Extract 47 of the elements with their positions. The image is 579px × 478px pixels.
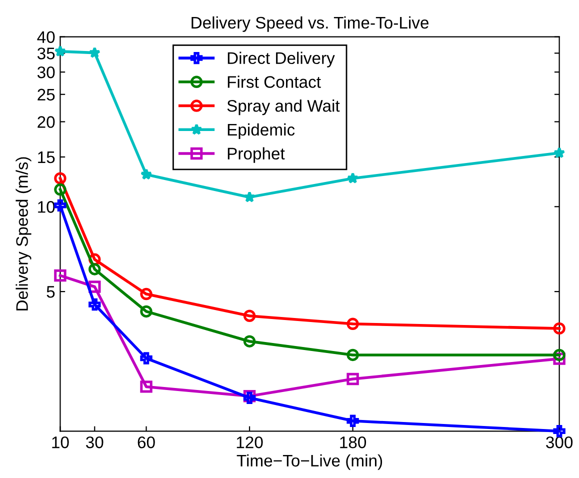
y-tick-label: 5 (46, 286, 55, 298)
point (140, 288, 152, 300)
point (346, 348, 359, 362)
point (346, 372, 359, 386)
point (346, 172, 359, 184)
point (553, 146, 566, 158)
point (140, 352, 152, 364)
point (243, 310, 256, 322)
legend-label: First Contact (228, 76, 321, 88)
y-tick-label: 10 (38, 201, 55, 213)
x-tick-label: 300 (546, 436, 573, 448)
y-tick-label: 25 (38, 88, 55, 101)
point (54, 199, 66, 212)
legend-label: Epidemic (228, 123, 295, 139)
y-tick-label: 35 (37, 48, 55, 60)
x-tick-label: 60 (138, 436, 155, 448)
x-tick-label: 30 (86, 436, 104, 448)
y-tick-label: 30 (37, 66, 55, 78)
point (88, 298, 101, 311)
point (553, 322, 566, 335)
point (88, 263, 101, 276)
point (346, 414, 359, 427)
point (243, 335, 256, 348)
point (54, 172, 66, 184)
legend-label: Spray and Wait (227, 100, 340, 116)
y-tick-label: 15 (38, 152, 55, 164)
point (88, 46, 101, 58)
point (553, 348, 566, 362)
point (140, 168, 152, 180)
chart-title: Delivery Speed vs. Time-To-Live (192, 16, 429, 32)
y-axis-title: Delivery Speed (m/s) (16, 157, 32, 310)
x-tick-label: 180 (340, 436, 366, 448)
x-tick-label: 10 (52, 436, 69, 448)
point (54, 269, 66, 282)
x-axis-title: Time−To−Live (min) (236, 454, 382, 470)
y-tick-label: 40 (37, 31, 55, 44)
point (140, 380, 152, 393)
point (54, 45, 66, 57)
point (346, 318, 359, 330)
x-tick-label: 120 (236, 436, 263, 448)
point (54, 183, 66, 196)
y-tick-label: 20 (38, 116, 55, 128)
legend-label: Prophet (228, 147, 285, 163)
point (553, 425, 566, 438)
point (244, 191, 256, 202)
legend-label: Direct Delivery (228, 52, 335, 68)
point (140, 305, 152, 318)
